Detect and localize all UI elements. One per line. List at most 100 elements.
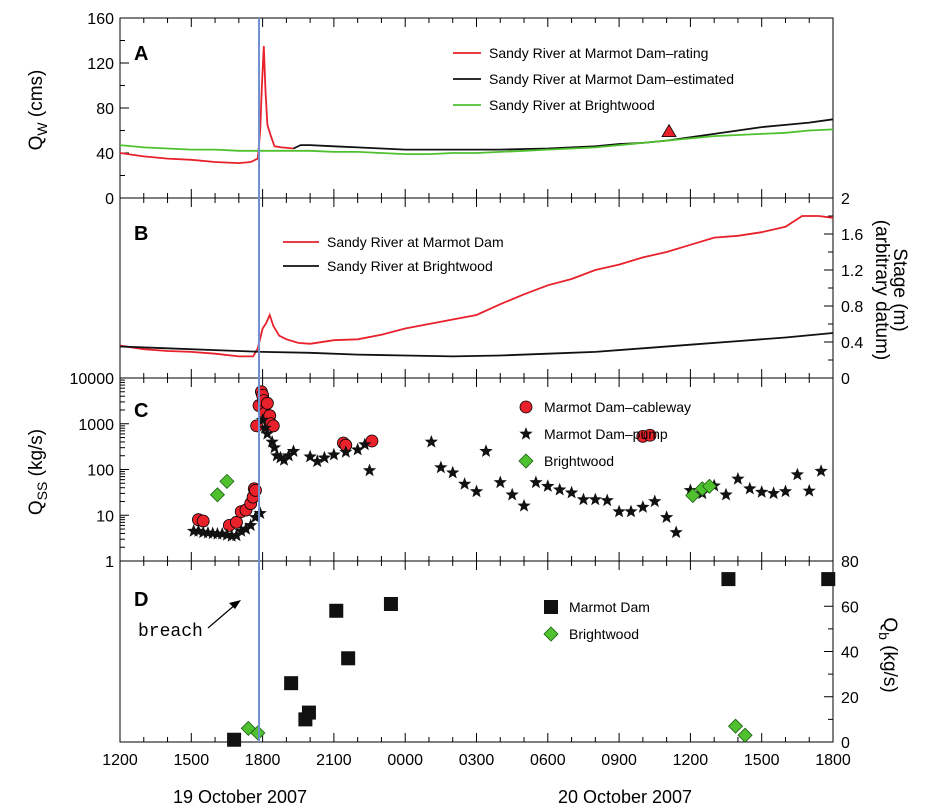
data-point-star [766,486,781,500]
x-tick-label: 1200 [102,752,138,769]
data-point-circle [643,428,657,442]
panel-b-ylabel-line1: Stage (m) [889,248,910,331]
date-label-day2: 20 October 2007 [558,787,692,807]
data-point-star [229,528,244,542]
panel-d-letter: D [134,589,148,611]
legend-swatch [519,427,533,440]
legend-swatch [519,400,533,414]
data-point-star [273,450,288,464]
y-tick-label: 120 [87,56,114,73]
data-point-star [258,421,272,434]
data-point-star [660,510,674,523]
data-point-star [790,467,804,481]
breach-arrow-head [229,600,241,609]
legend-label: Sandy River at Marmot Dam [327,234,504,250]
breach-marker: breach [138,18,261,742]
data-point-star [600,493,614,507]
data-point-star [277,453,291,466]
x-tick-label: 1800 [815,752,851,769]
legends: Sandy River at Marmot Dam–rating Sandy Ri… [283,45,734,642]
panel-c-ylabel: QSS (kg/s) [26,429,50,515]
panel-a-ylabel: QW (cms) [26,70,50,151]
data-point-star [458,477,472,490]
data-point-square [329,603,344,618]
y-tick-label: 0.4 [841,335,863,352]
y-tick-label: 40 [96,146,114,163]
data-point-circle [260,396,274,410]
data-point-star [339,445,353,458]
data-point-star [576,492,591,506]
y-tick-label: 160 [87,11,114,28]
series-line-panel-a-0 [119,46,294,165]
legend-label: Brightwood [544,453,614,469]
data-point-star [743,481,757,495]
data-point-star [267,440,282,454]
data-point-star [446,465,460,479]
panel-b-letter: B [134,223,148,245]
y-tick-label: 0 [841,735,850,752]
y-tick-label: 1.2 [841,263,863,280]
panel-a-frame [119,17,834,199]
panel-d-frame [119,560,834,743]
x-tick-label: 1500 [744,752,780,769]
series-line-panel-b-0 [119,215,834,358]
y-tick-label: 0 [841,371,850,388]
data-point-square [821,572,836,587]
data-point-star [719,487,733,501]
data-point-circle [266,419,280,433]
y-tick-label: 20 [841,690,859,707]
data-point-star [303,449,317,463]
y-tick-label: 1 [105,554,114,571]
data-point-star [669,525,683,539]
legend-label: Sandy River at Brightwood [489,97,655,113]
data-point-star [731,472,745,485]
data-point-star [517,498,531,512]
y-tick-label: 10000 [70,371,115,388]
data-point-star [588,492,602,506]
breach-arrow [207,603,237,629]
data-point-star [248,510,263,523]
panel-d-ylabel: Qb (kg/s) [876,617,900,692]
data-point-star [317,450,332,464]
marker-triangle [661,123,677,138]
x-tick-label: 0900 [601,752,637,769]
data-point-star [234,524,248,537]
legend-label: Sandy River at Marmot Dam–estimated [489,71,734,87]
data-point-star [802,483,816,497]
data-point-star [265,435,279,448]
data-point-square [721,572,736,587]
data-point-star [755,485,769,498]
data-point-circle [196,514,210,528]
series-line-panel-a-1 [293,118,834,151]
y-tick-label: 0 [105,191,114,208]
y-tick-label: 80 [841,554,859,571]
data-point-star [244,518,258,532]
data-point-diamond [685,487,701,504]
data-point-star [648,494,662,508]
axis-ticks: 1200 1500 1800 2100 0000 0300 0600 0900 1200 1500… [70,11,864,769]
x-tick-label: 2100 [316,752,352,769]
data-point-star [683,483,698,496]
x-tick-label: 1800 [245,752,281,769]
series-line-panel-a-2 [119,128,834,155]
data-point-star [424,435,438,448]
data-point-star [310,454,324,468]
data-series [119,46,836,747]
y-tick-label: 0.8 [841,299,863,316]
panel-c-letter: C [134,400,148,422]
data-point-diamond [250,725,266,741]
data-point-star [529,475,543,489]
panel-b-ylabel-line2: (arbitrary datum) [871,220,892,360]
data-point-star [282,448,296,462]
date-label-day1: 19 October 2007 [173,787,307,807]
legend-label: Sandy River at Marmot Dam–rating [489,45,708,61]
data-point-star [358,437,372,451]
data-point-star [636,500,650,513]
data-point-star [505,487,519,501]
data-point-star [612,504,626,518]
data-point-square [383,596,398,611]
legend-swatch [543,626,559,642]
data-point-diamond [209,487,226,503]
x-tick-label: 0000 [387,752,423,769]
data-point-star [351,442,365,456]
